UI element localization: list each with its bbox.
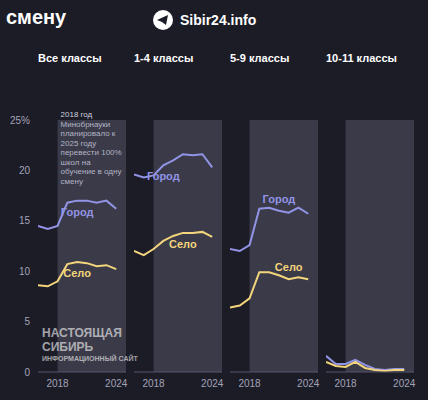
- svg-text:2024: 2024: [393, 378, 416, 389]
- html-text:5-9 классы: 5-9 классы: [230, 52, 290, 64]
- svg-text:2018: 2018: [334, 378, 357, 389]
- svg-text:Город: Город: [263, 193, 296, 205]
- svg-text:2018: 2018: [142, 378, 165, 389]
- html-text:10-11 классы: 10-11 классы: [326, 52, 397, 64]
- svg-text:2024: 2024: [105, 378, 128, 389]
- html-text:СИБИРЬ: СИБИРЬ: [42, 340, 94, 354]
- html-text:Sibir24.info: Sibir24.info: [180, 12, 257, 28]
- svg-text:25%: 25%: [10, 115, 30, 126]
- svg-text:Город: Город: [147, 170, 180, 182]
- html-text:2018 год: 2018 год: [60, 110, 93, 119]
- svg-text:2018: 2018: [46, 378, 69, 389]
- html-text:1-4 классы: 1-4 классы: [134, 52, 194, 64]
- svg-text:Город: Город: [61, 206, 94, 218]
- svg-text:2018: 2018: [238, 378, 261, 389]
- html-text:НАСТОЯЩАЯ: НАСТОЯЩАЯ: [42, 326, 122, 340]
- svg-text:2024: 2024: [201, 378, 224, 389]
- html-text:смену: смену: [6, 6, 67, 28]
- svg-text:10: 10: [19, 266, 31, 277]
- svg-text:Село: Село: [275, 261, 303, 273]
- svg-text:0: 0: [24, 367, 30, 378]
- svg-text:Село: Село: [63, 267, 91, 279]
- html-text:ИНФОРМАЦИОННЫЙ САЙТ: ИНФОРМАЦИОННЫЙ САЙТ: [42, 355, 138, 362]
- svg-text:15: 15: [19, 215, 31, 226]
- html-text:Минобрнауки планировало к 2025: Минобрнауки планировало к 2025 году пере…: [60, 119, 122, 186]
- svg-text:Село: Село: [169, 238, 197, 250]
- svg-text:2024: 2024: [297, 378, 320, 389]
- svg-text:20: 20: [19, 165, 31, 176]
- html-text:Все классы: Все классы: [38, 52, 102, 64]
- svg-text:5: 5: [24, 316, 30, 327]
